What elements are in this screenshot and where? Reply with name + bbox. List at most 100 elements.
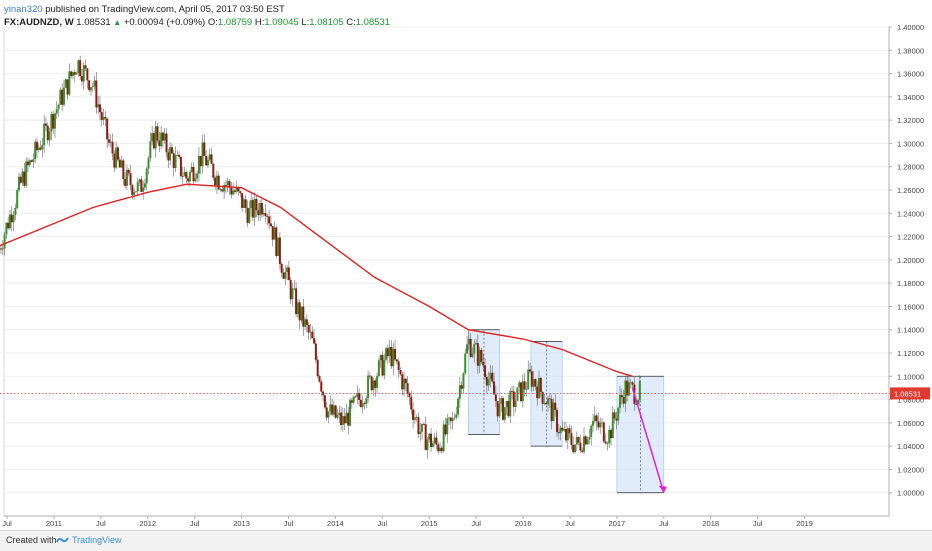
candle-up xyxy=(342,416,344,425)
x-tick-label: 2019 xyxy=(796,519,813,528)
candle-up xyxy=(142,188,144,192)
candle-up xyxy=(254,199,256,218)
last-price: 1.08531 xyxy=(76,17,110,28)
candle-up xyxy=(41,145,43,149)
candle-up xyxy=(90,87,92,90)
candle-down xyxy=(513,392,515,407)
candle-up xyxy=(16,190,18,208)
candle-down xyxy=(502,398,504,420)
candle-up xyxy=(49,131,51,140)
candle-down xyxy=(252,200,254,218)
candle-down xyxy=(536,387,538,399)
candle-up xyxy=(18,177,20,190)
candle-up xyxy=(592,421,594,426)
candle-up xyxy=(227,181,229,185)
x-tick-label: 2014 xyxy=(327,519,344,528)
candle-up xyxy=(414,417,416,419)
candle-down xyxy=(401,374,403,389)
candle-down xyxy=(410,397,412,409)
candle-up xyxy=(336,415,338,418)
candle-up xyxy=(594,415,596,421)
candle-down xyxy=(182,176,184,177)
open-value: 1.08759 xyxy=(218,17,252,28)
candle-down xyxy=(173,153,175,168)
candle-up xyxy=(274,227,276,239)
created-with-label: Created with xyxy=(6,535,57,545)
y-tick-label: 1.00000 xyxy=(897,489,924,498)
price-chart[interactable]: 1.000001.020001.040001.060001.080001.100… xyxy=(0,0,932,530)
candle-down xyxy=(288,267,290,280)
candle-up xyxy=(333,405,335,414)
candle-up xyxy=(392,349,394,366)
candle-down xyxy=(363,403,365,404)
tradingview-link[interactable]: TradingView xyxy=(72,535,122,545)
candle-up xyxy=(126,170,128,186)
candle-down xyxy=(167,152,169,160)
candle-down xyxy=(36,142,38,150)
x-tick-label: 2018 xyxy=(702,519,719,528)
candle-up xyxy=(148,158,150,168)
candle-down xyxy=(493,381,495,394)
candle-up xyxy=(365,398,367,404)
candle-down xyxy=(369,376,371,377)
candle-down xyxy=(52,114,54,129)
candle-down xyxy=(230,188,232,195)
candle-up xyxy=(77,60,79,73)
candle-down xyxy=(308,325,310,333)
low-value: 1.08105 xyxy=(309,17,343,28)
candle-up xyxy=(547,398,549,404)
candle-up xyxy=(286,267,288,272)
candle-up xyxy=(38,148,40,150)
candle-up xyxy=(452,418,454,421)
candle-up xyxy=(419,432,421,434)
candle-up xyxy=(448,418,450,419)
candle-down xyxy=(529,369,531,371)
candle-down xyxy=(621,395,623,397)
candle-down xyxy=(162,133,164,141)
candle-down xyxy=(425,424,427,450)
candle-down xyxy=(394,349,396,360)
candle-down xyxy=(272,226,274,239)
candle-down xyxy=(257,210,259,215)
candle-up xyxy=(489,373,491,379)
candle-up xyxy=(475,343,477,344)
candle-up xyxy=(426,440,428,450)
candle-up xyxy=(198,156,200,174)
candle-down xyxy=(270,223,272,226)
candle-up xyxy=(518,382,520,387)
candle-down xyxy=(112,142,114,154)
candle-down xyxy=(131,185,133,195)
candle-down xyxy=(437,445,439,452)
y-tick-label: 1.36000 xyxy=(897,70,924,79)
high-value: 1.09045 xyxy=(264,17,298,28)
close-label: C: xyxy=(346,17,356,28)
candle-up xyxy=(443,425,445,452)
candle-up xyxy=(525,389,527,390)
x-tick-label: 2013 xyxy=(233,519,250,528)
candle-up xyxy=(500,398,502,404)
publish-line: yinan320 published on TradingView.com, A… xyxy=(4,4,285,15)
candle-up xyxy=(5,223,7,235)
candle-down xyxy=(85,65,87,68)
candle-down xyxy=(331,405,333,415)
candle-down xyxy=(486,377,488,385)
candle-up xyxy=(372,380,374,390)
candle-down xyxy=(225,185,227,186)
x-tick-label: 2012 xyxy=(139,519,156,528)
up-arrow-icon: ▲ xyxy=(113,18,121,27)
price-change: +0.00094 (+0.09%) xyxy=(124,17,205,28)
candle-up xyxy=(149,141,151,158)
candle-up xyxy=(543,403,545,404)
candle-down xyxy=(119,160,121,168)
candle-down xyxy=(261,203,263,214)
candle-down xyxy=(354,397,356,398)
y-tick-label: 1.10000 xyxy=(897,372,924,381)
candle-up xyxy=(169,147,171,160)
author-link[interactable]: yinan320 xyxy=(4,4,43,15)
candle-up xyxy=(68,71,70,94)
y-tick-label: 1.06000 xyxy=(897,419,924,428)
candle-up xyxy=(457,399,459,415)
candle-down xyxy=(79,60,81,76)
candle-down xyxy=(374,380,376,387)
candle-up xyxy=(612,412,614,438)
